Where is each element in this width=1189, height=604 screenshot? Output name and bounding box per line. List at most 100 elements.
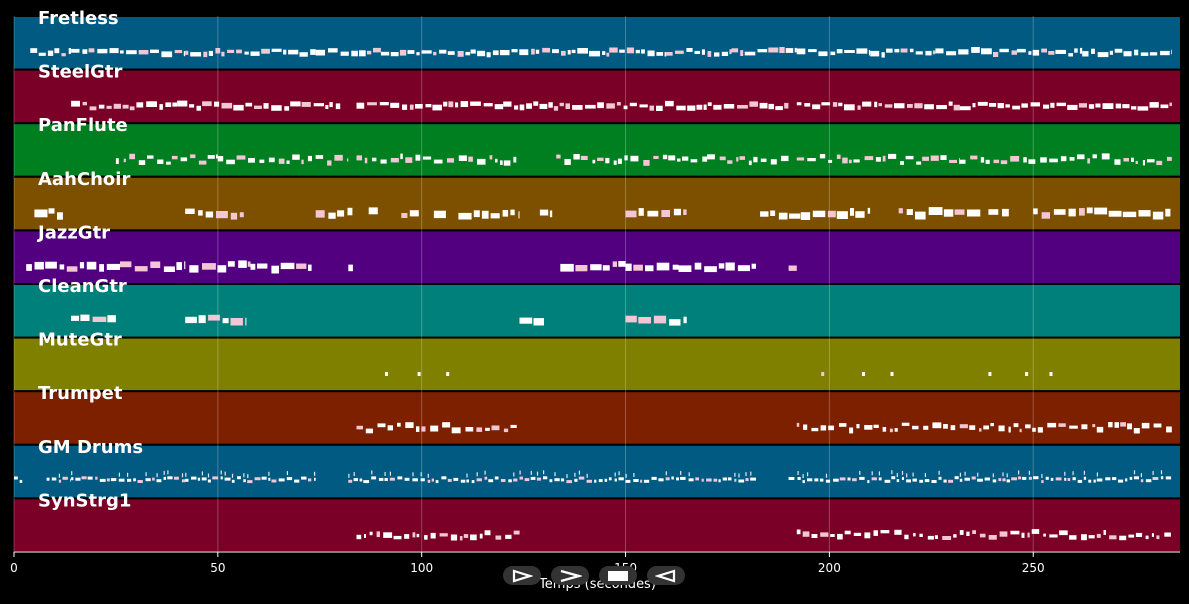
note-group-3-4: [401, 210, 419, 218]
x-tick-label-5: 250: [1022, 561, 1045, 575]
note-group-2-4: [707, 154, 789, 166]
track-label-5: CleanGtr: [38, 276, 127, 297]
note-group-4-5: [560, 261, 626, 272]
note-group-0-10: [666, 48, 732, 57]
play-button[interactable]: [503, 566, 541, 585]
note-group-3-0: [34, 208, 63, 220]
note-group-7-1: [796, 422, 956, 434]
note-group-3-9: [760, 210, 801, 220]
track-band-3: [14, 177, 1180, 230]
rewind-icon: [655, 569, 676, 582]
note-group-3-11: [898, 207, 981, 220]
note-group-4-6: [625, 262, 679, 272]
note-group-8-0: [14, 476, 23, 483]
track-band-4: [14, 231, 1180, 283]
note-group-0-13: [870, 48, 936, 58]
note-group-0-8: [535, 47, 610, 57]
note-group-0-6: [380, 49, 471, 57]
fast-forward-icon: [560, 569, 582, 582]
track-label-4: JazzGtr: [36, 222, 110, 243]
note-group-6-6: [988, 372, 992, 376]
note-group-0-0: [30, 48, 71, 57]
note-group-8-5: [519, 470, 756, 484]
track-label-9: SynStrg1: [38, 490, 131, 511]
note-group-1-5: [959, 101, 1172, 111]
note-group-3-12: [988, 208, 1009, 217]
note-group-6-5: [890, 372, 894, 376]
note-group-6-7: [1025, 372, 1029, 376]
track-label-7: Trumpet: [38, 383, 123, 404]
note-group-1-0: [71, 100, 178, 111]
stop-button[interactable]: [599, 566, 637, 585]
note-group-6-3: [821, 372, 825, 376]
note-group-4-2: [189, 260, 251, 273]
x-tick-label-1: 50: [210, 561, 225, 575]
fast-forward-button[interactable]: [551, 566, 589, 585]
note-group-8-1: [46, 473, 71, 483]
rewind-button[interactable]: [647, 566, 685, 585]
note-group-3-7: [539, 209, 553, 218]
note-group-0-7: [470, 48, 535, 58]
note-group-3-5: [433, 210, 446, 219]
note-group-9-2: [959, 529, 1171, 541]
note-group-0-4: [250, 48, 316, 57]
track-band-1: [14, 70, 1180, 123]
note-group-6-1: [417, 372, 421, 376]
note-group-0-15: [1016, 47, 1083, 57]
note-group-4-4: [348, 264, 353, 272]
note-group-3-13: [1033, 207, 1171, 220]
track-label-6: MuteGtr: [38, 330, 122, 351]
note-group-1-4: [796, 101, 960, 111]
x-tick-label-0: 0: [10, 561, 18, 575]
note-group-5-1: [185, 314, 247, 326]
track-band-0: [14, 17, 1180, 69]
track-label-3: AahChoir: [38, 169, 130, 190]
note-group-0-9: [609, 47, 667, 57]
note-group-6-4: [862, 372, 865, 376]
note-group-3-10: [800, 207, 871, 220]
note-group-0-1: [71, 48, 119, 54]
note-group-3-8: [625, 208, 687, 218]
track-label-2: PanFlute: [38, 115, 128, 136]
note-group-1-2: [356, 101, 504, 111]
note-group-2-5: [796, 153, 960, 165]
note-group-0-12: [796, 48, 871, 57]
track-band-2: [14, 124, 1180, 176]
note-group-4-3: [250, 262, 312, 274]
note-group-6-2: [446, 372, 450, 376]
note-group-0-2: [120, 49, 186, 58]
track-label-0: Fretless: [38, 8, 119, 29]
note-group-0-14: [935, 47, 1017, 57]
note-group-6-8: [1049, 372, 1053, 376]
track-band-6: [14, 338, 1180, 391]
note-group-2-2: [356, 153, 517, 166]
note-group-0-11: [731, 47, 797, 56]
note-group-3-6: [458, 209, 520, 220]
note-group-3-2: [315, 207, 353, 219]
stop-icon: [608, 570, 628, 581]
note-group-0-16: [1082, 48, 1172, 58]
note-group-9-1: [796, 529, 957, 540]
note-group-4-1: [120, 261, 186, 272]
note-group-8-7: [959, 470, 1172, 484]
note-group-4-8: [788, 265, 797, 271]
note-group-4-0: [26, 261, 120, 272]
note-group-5-2: [519, 317, 544, 326]
note-group-1-1: [177, 100, 341, 111]
note-group-9-0: [356, 530, 520, 541]
note-group-4-7: [678, 262, 756, 273]
note-group-8-3: [185, 470, 316, 484]
track-band-7: [14, 392, 1180, 444]
track-label-1: SteelGtr: [38, 62, 123, 83]
note-group-6-0: [385, 372, 388, 376]
note-group-1-3: [503, 100, 789, 111]
track-band-5: [14, 285, 1180, 337]
note-group-3-1: [185, 208, 244, 220]
play-icon: [512, 569, 533, 582]
note-group-5-0: [71, 314, 116, 323]
note-group-8-4: [348, 470, 518, 484]
note-group-8-6: [788, 470, 959, 484]
track-label-8: GM Drums: [38, 437, 143, 458]
note-group-0-3: [185, 48, 249, 58]
